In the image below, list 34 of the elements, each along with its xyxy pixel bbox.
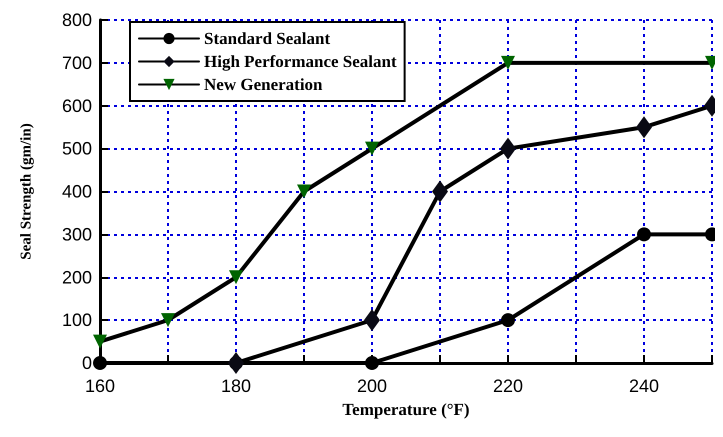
point [93,334,107,349]
point [161,313,175,328]
y-tick-label: 200 [62,267,92,288]
point [93,356,107,370]
point [365,142,379,156]
point [501,56,515,70]
y-axis-title: Seal Strength (gm/in) [18,123,34,260]
x-tick-label: 240 [628,376,660,396]
x-tick-label: 220 [492,376,524,396]
point [432,180,448,202]
point [500,138,516,160]
y-tick-label: 600 [62,96,92,116]
y-tick-label: 400 [62,182,92,202]
point [637,227,651,242]
legend-label: High Performance Sealant [204,52,397,71]
point [365,356,379,370]
point [228,352,244,374]
y-tick-label: 300 [62,224,92,244]
point [229,270,243,284]
x-tick-label: 180 [220,376,252,396]
point [297,184,311,198]
y-tick-label: 500 [62,138,92,159]
x-tick-label: 200 [356,376,388,396]
y-tick-label: 100 [62,310,92,330]
legend-label: Standard Sealant [204,29,330,48]
y-tick-label: 800 [62,10,92,30]
legend-label: New Generation [204,75,324,94]
y-tick-label: 0 [82,353,92,373]
x-tick-label: 160 [84,376,116,396]
point [364,309,380,332]
x-axis-title: Temperature (°F) [342,400,470,419]
point [501,313,515,328]
y-tick-label: 700 [62,52,92,73]
point [636,116,652,138]
